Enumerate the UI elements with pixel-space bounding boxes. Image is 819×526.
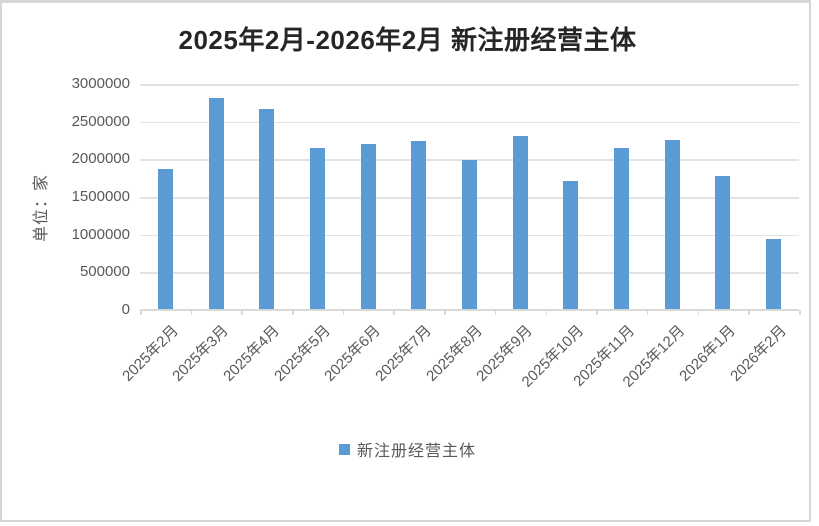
legend-swatch — [338, 443, 350, 455]
x-axis-tick — [342, 310, 345, 315]
plot-area — [140, 84, 801, 315]
x-axis-tick — [697, 310, 700, 315]
gridline — [140, 84, 799, 86]
x-axis-tick — [241, 310, 243, 315]
x-axis-tick — [494, 310, 497, 315]
gridline — [140, 159, 799, 161]
bar — [664, 139, 680, 310]
y-tick-label: 3000000 — [71, 75, 130, 92]
x-axis-tick — [444, 310, 446, 315]
x-axis-tick — [748, 310, 750, 315]
x-axis-tick — [596, 310, 598, 315]
y-tick-label: 0 — [121, 301, 130, 318]
x-axis-tick — [292, 310, 294, 315]
x-axis-tick — [393, 310, 395, 315]
x-axis-tick — [190, 310, 193, 315]
bar — [360, 144, 376, 310]
legend: 新注册经营主体 — [2, 437, 813, 461]
legend-label: 新注册经营主体 — [356, 443, 476, 460]
bar — [563, 181, 579, 310]
gridline — [140, 121, 799, 124]
bar — [157, 169, 173, 310]
x-axis-tick — [646, 310, 649, 315]
bar — [512, 135, 528, 310]
x-axis-tick — [545, 310, 548, 315]
x-axis-tick — [140, 310, 142, 315]
x-axis-tick — [799, 310, 801, 315]
y-tick-label: 1500000 — [71, 188, 130, 205]
chart-title: 2025年2月-2026年2月 新注册经营主体 — [178, 25, 637, 55]
y-tick-label: 1000000 — [71, 225, 130, 243]
y-tick-label: 2500000 — [71, 112, 130, 130]
bar — [259, 108, 275, 310]
bar — [411, 141, 427, 310]
bar — [614, 148, 630, 310]
y-tick-label: 2000000 — [71, 150, 130, 168]
bar — [462, 160, 477, 310]
bar — [208, 98, 224, 310]
bar — [715, 175, 731, 310]
x-axis-line — [140, 309, 799, 311]
y-tick-label: 500000 — [79, 263, 130, 281]
bar — [766, 239, 782, 310]
bar — [309, 148, 325, 310]
